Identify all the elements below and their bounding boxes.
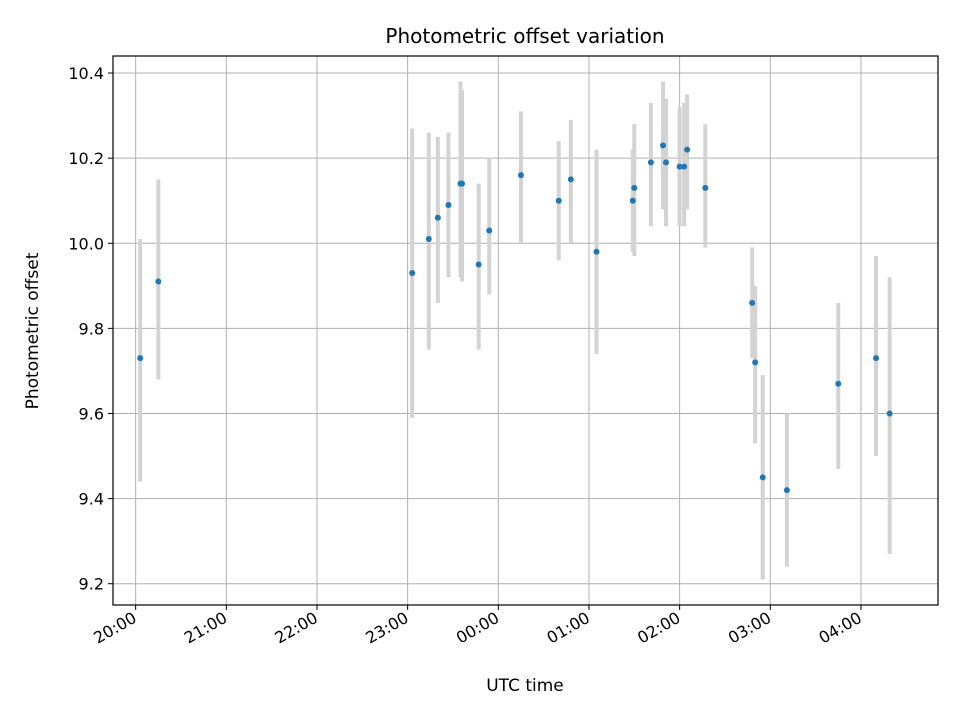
data-point: [517, 172, 524, 179]
data-point: [676, 163, 683, 170]
y-axis-label: Photometric offset: [23, 252, 43, 409]
data-point: [681, 163, 688, 170]
y-axis: 9.2 9.4 9.6 9.8 10.0 10.2 10.4: [68, 64, 113, 594]
data-point: [555, 197, 562, 204]
data-point: [886, 410, 893, 417]
data-point: [409, 270, 416, 277]
data-point: [873, 355, 880, 362]
data-point: [752, 359, 759, 366]
y-tick-label: 9.4: [79, 490, 104, 509]
x-axis-label: UTC time: [486, 676, 564, 696]
data-point: [660, 142, 666, 149]
data-point: [425, 236, 432, 242]
data-point: [835, 380, 842, 387]
y-tick-label: 10.4: [68, 64, 104, 83]
data-point: [631, 184, 638, 191]
y-tick-label: 9.6: [79, 404, 104, 423]
data-point: [759, 474, 766, 481]
data-point: [567, 176, 574, 183]
y-tick-label: 9.2: [79, 575, 104, 594]
y-tick-label: 10.2: [68, 149, 104, 168]
chart-title: Photometric offset variation: [385, 24, 664, 48]
data-point: [702, 184, 709, 191]
y-tick-label: 10.0: [68, 234, 104, 253]
data-point: [663, 159, 670, 166]
y-tick-label: 9.8: [79, 319, 104, 338]
data-point: [593, 248, 600, 255]
data-point: [684, 146, 691, 153]
plot-frame: [112, 55, 939, 606]
data-point: [155, 278, 162, 285]
grid: [113, 56, 938, 605]
data-point: [486, 227, 493, 234]
data-point: [783, 487, 790, 494]
data-point: [749, 299, 756, 306]
data-point: [475, 261, 482, 268]
data-point: [647, 159, 654, 166]
data-point: [434, 214, 441, 221]
data-point: [137, 355, 144, 362]
data-points: [137, 142, 893, 494]
data-point: [445, 201, 452, 208]
data-point: [459, 180, 466, 187]
data-point: [629, 197, 636, 204]
